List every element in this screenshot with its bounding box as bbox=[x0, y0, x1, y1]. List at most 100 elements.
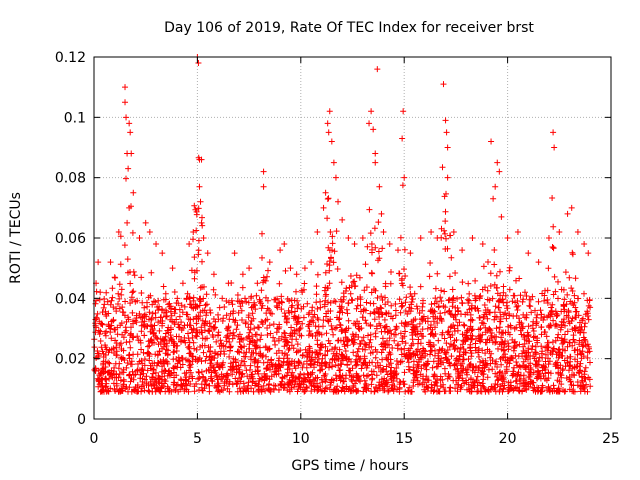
x-tick-label: 20 bbox=[499, 431, 517, 447]
data-point bbox=[564, 210, 571, 217]
data-point bbox=[159, 250, 166, 257]
x-tick-label: 10 bbox=[292, 431, 310, 447]
data-point bbox=[568, 204, 575, 211]
data-point bbox=[254, 280, 261, 287]
data-point bbox=[443, 129, 450, 136]
data-point bbox=[494, 159, 501, 166]
data-point bbox=[428, 228, 435, 235]
data-point bbox=[585, 250, 592, 257]
data-point bbox=[386, 241, 393, 248]
y-tick-label: 0.02 bbox=[55, 352, 86, 368]
data-point bbox=[204, 250, 211, 257]
data-point bbox=[142, 219, 149, 226]
data-point bbox=[130, 189, 137, 196]
data-point bbox=[260, 168, 267, 175]
data-point bbox=[210, 271, 217, 278]
data-point bbox=[372, 150, 379, 157]
data-point bbox=[281, 241, 288, 248]
x-tick-label: 15 bbox=[395, 431, 413, 447]
data-point bbox=[101, 301, 108, 308]
data-point bbox=[380, 228, 387, 235]
data-point bbox=[115, 228, 122, 235]
data-point bbox=[399, 135, 406, 142]
data-point bbox=[195, 60, 202, 67]
data-point bbox=[308, 259, 315, 266]
data-point bbox=[339, 216, 346, 223]
data-point bbox=[488, 138, 495, 145]
data-point bbox=[417, 235, 424, 241]
data-point bbox=[246, 265, 253, 272]
data-point bbox=[330, 159, 337, 166]
data-point bbox=[545, 235, 552, 241]
data-point bbox=[378, 210, 385, 217]
data-point bbox=[123, 114, 130, 121]
data-point bbox=[556, 228, 563, 235]
data-point bbox=[498, 213, 505, 220]
data-point bbox=[122, 99, 129, 106]
data-point bbox=[490, 195, 497, 202]
noise-floor-points bbox=[91, 154, 594, 395]
data-point bbox=[231, 250, 238, 257]
data-point bbox=[186, 241, 193, 248]
data-point bbox=[107, 259, 114, 266]
data-points bbox=[91, 54, 594, 395]
data-point bbox=[345, 235, 352, 241]
data-point bbox=[551, 144, 558, 151]
data-point bbox=[219, 295, 226, 302]
y-tick-label: 0.06 bbox=[55, 231, 86, 247]
data-point bbox=[127, 129, 134, 136]
y-tick-label: 0 bbox=[77, 412, 86, 428]
data-point bbox=[153, 241, 160, 248]
data-point bbox=[374, 66, 381, 73]
data-point bbox=[372, 159, 379, 166]
chart-title: Day 106 of 2019, Rate Of TEC Index for r… bbox=[164, 20, 534, 36]
data-point bbox=[324, 120, 331, 127]
data-point bbox=[260, 183, 267, 190]
data-point bbox=[366, 120, 373, 127]
data-point bbox=[200, 235, 207, 241]
data-point bbox=[496, 168, 503, 175]
data-point bbox=[196, 183, 203, 190]
data-point bbox=[492, 183, 499, 190]
data-point bbox=[525, 250, 532, 257]
data-point bbox=[287, 265, 294, 272]
data-point bbox=[400, 108, 407, 115]
data-point bbox=[326, 108, 333, 115]
y-tick-label: 0.12 bbox=[55, 50, 86, 66]
x-tick-label: 0 bbox=[90, 431, 99, 447]
data-point bbox=[128, 150, 135, 157]
x-tick-label: 5 bbox=[193, 431, 202, 447]
data-point bbox=[225, 280, 232, 287]
axis-ticks: 0 5 10 15 20 25 0 0.02 0.04 0.06 0.08 0.1 0.12 bbox=[55, 50, 620, 447]
data-point bbox=[351, 241, 358, 248]
y-axis-label: ROTI / TECUs bbox=[8, 192, 24, 284]
data-point bbox=[111, 274, 118, 281]
data-point bbox=[581, 241, 588, 248]
data-point bbox=[444, 174, 451, 181]
data-point bbox=[126, 204, 133, 211]
data-point bbox=[293, 271, 300, 278]
data-point bbox=[504, 235, 511, 241]
data-point bbox=[314, 228, 321, 235]
data-point bbox=[190, 228, 197, 235]
data-point bbox=[198, 219, 205, 226]
data-point bbox=[550, 129, 557, 136]
data-point bbox=[368, 108, 375, 115]
data-point bbox=[450, 228, 457, 235]
y-tick-label: 0.08 bbox=[55, 171, 86, 187]
data-point bbox=[95, 259, 102, 266]
x-tick-label: 25 bbox=[602, 431, 620, 447]
data-point bbox=[574, 228, 581, 235]
data-point bbox=[277, 247, 284, 254]
data-point bbox=[322, 189, 329, 196]
data-point bbox=[325, 129, 332, 136]
data-point bbox=[479, 241, 486, 248]
data-point bbox=[328, 138, 335, 145]
data-point bbox=[440, 81, 447, 88]
data-point bbox=[401, 174, 408, 181]
data-point bbox=[444, 144, 451, 151]
data-point bbox=[359, 235, 366, 241]
data-point bbox=[434, 235, 441, 241]
data-point bbox=[407, 250, 414, 257]
